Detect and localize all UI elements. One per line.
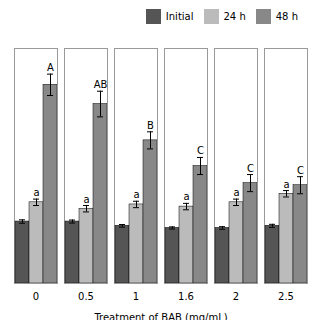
svg-text:C: C	[247, 163, 254, 174]
svg-text:1: 1	[133, 291, 139, 302]
svg-text:a: a	[133, 189, 139, 200]
svg-text:a: a	[283, 179, 289, 190]
svg-text:2: 2	[233, 291, 239, 302]
svg-text:AB: AB	[94, 79, 108, 90]
svg-text:2.5: 2.5	[278, 291, 294, 302]
svg-text:a: a	[83, 194, 89, 205]
html-text:24 h: 24 h	[223, 11, 246, 22]
svg-text:A: A	[47, 62, 54, 73]
svg-text:0.5: 0.5	[78, 291, 94, 302]
svg-text:Treatment of BAB (mg/mL): Treatment of BAB (mg/mL)	[93, 312, 227, 320]
svg-text:C: C	[297, 165, 304, 176]
svg-text:a: a	[33, 187, 39, 198]
svg-text:a: a	[183, 191, 189, 202]
svg-text:C: C	[197, 145, 204, 156]
html-text:Initial: Initial	[165, 11, 194, 22]
svg-text:B: B	[147, 120, 154, 131]
svg-text:0: 0	[33, 291, 39, 302]
html-text:48 h: 48 h	[275, 11, 298, 22]
svg-text:1.6: 1.6	[178, 291, 194, 302]
svg-text:a: a	[233, 187, 239, 198]
